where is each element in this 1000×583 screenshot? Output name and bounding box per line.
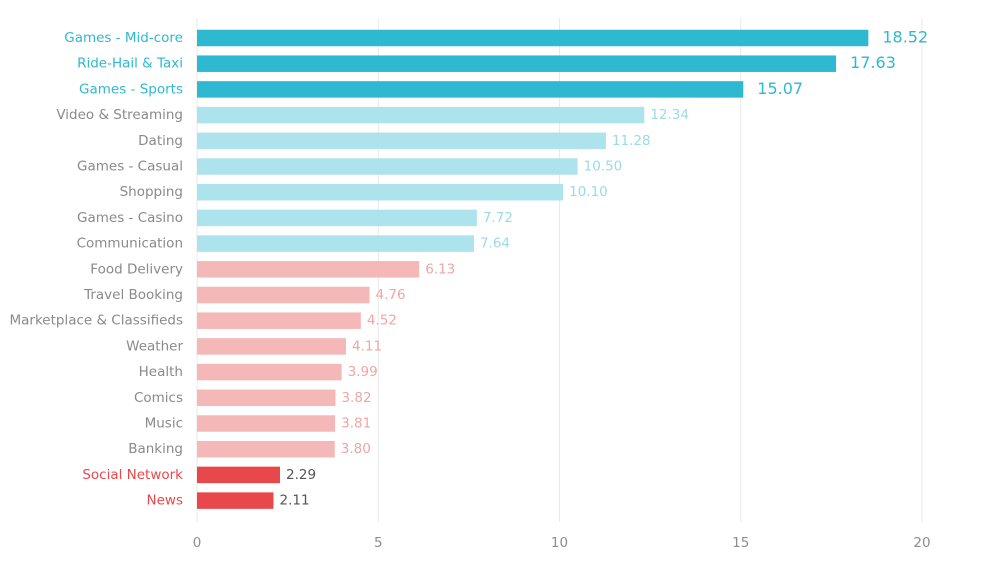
value-label: 10.50 (584, 159, 623, 175)
category-label: Weather (126, 338, 183, 354)
category-label: Games - Mid-core (64, 30, 183, 46)
category-label: Games - Casino (77, 210, 183, 226)
value-label: 4.11 (352, 338, 382, 354)
bar (197, 466, 281, 484)
value-labels: 18.52 17.63 15.07 12.34 11.28 10.50 10.10 7.72 7… (279, 28, 928, 509)
value-label: 7.72 (483, 210, 513, 226)
value-label: 12.34 (650, 107, 689, 123)
category-label: Games - Sports (79, 81, 183, 97)
category-label: Food Delivery (90, 261, 183, 277)
bar (197, 312, 361, 329)
x-axis-ticks: 0 5 10 15 20 (193, 535, 931, 551)
bar (197, 492, 274, 509)
category-label: Shopping (120, 184, 183, 200)
bar (197, 209, 477, 227)
x-tick-label: 0 (193, 535, 202, 551)
category-label: Health (139, 364, 183, 380)
category-label: Communication (77, 236, 183, 252)
grid-lines (196, 18, 923, 522)
value-label: 10.10 (569, 184, 608, 200)
value-label: 17.63 (850, 53, 896, 72)
value-label: 2.11 (279, 493, 309, 509)
value-label: 11.28 (612, 133, 651, 149)
value-label: 3.82 (341, 390, 371, 406)
category-label: Music (145, 416, 183, 432)
bar (197, 81, 744, 98)
value-label: 3.81 (341, 416, 371, 432)
value-label: 6.13 (425, 261, 455, 277)
x-tick-label: 10 (551, 535, 568, 551)
x-tick-label: 5 (374, 535, 383, 551)
category-label: Social Network (82, 467, 183, 483)
category-label: Travel Booking (83, 287, 183, 303)
category-label: Marketplace & Classifieds (9, 313, 183, 329)
bar (197, 55, 837, 72)
value-label: 18.52 (882, 28, 928, 47)
bar (197, 106, 645, 124)
bar (197, 440, 335, 458)
x-tick-label: 20 (913, 535, 930, 551)
value-label: 15.07 (757, 79, 803, 98)
value-label: 3.99 (348, 364, 378, 380)
x-tick-label: 15 (732, 535, 749, 551)
bar (197, 415, 336, 432)
category-label: News (147, 493, 183, 509)
value-label: 7.64 (480, 236, 510, 252)
category-label: Dating (138, 133, 183, 149)
bar (197, 235, 474, 252)
category-label: Ride-Hail & Taxi (77, 56, 183, 72)
value-label: 3.80 (341, 441, 371, 457)
category-label: Banking (128, 441, 183, 457)
value-label: 2.29 (286, 467, 316, 483)
category-label: Games - Casual (77, 159, 183, 175)
bar (197, 338, 346, 355)
value-label: 4.52 (367, 313, 397, 329)
category-label: Comics (134, 390, 183, 406)
category-labels: Games - Mid-core Ride-Hail & Taxi Games - … (9, 30, 183, 509)
bar (197, 363, 342, 381)
bar (197, 158, 578, 175)
bar (197, 29, 869, 47)
bar (197, 286, 370, 304)
bars (197, 29, 869, 509)
value-label: 4.76 (376, 287, 406, 303)
category-label: Video & Streaming (56, 107, 183, 123)
bar (197, 261, 420, 278)
bar (197, 183, 564, 201)
bar (197, 389, 336, 407)
bar (197, 132, 606, 150)
